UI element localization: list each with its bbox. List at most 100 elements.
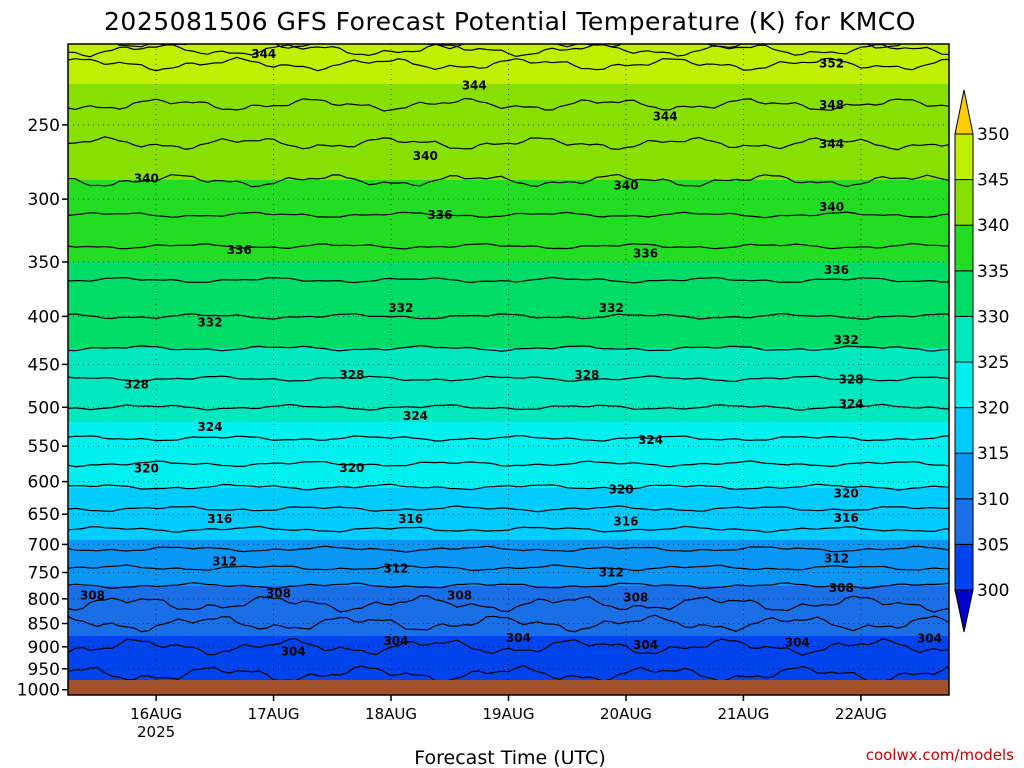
band-strip [68, 176, 949, 179]
band-strip [68, 522, 949, 525]
contour-label: 312 [599, 566, 624, 580]
band-strip [68, 580, 949, 583]
band-strip [68, 460, 949, 463]
band-strip [68, 260, 949, 263]
band-strip [68, 372, 949, 375]
colorbar-segment [954, 133, 974, 181]
colorbar-label: 340 [977, 216, 1009, 236]
band-strip [68, 476, 949, 479]
band-strip [68, 244, 949, 247]
credit-text[interactable]: coolwx.com/models [866, 746, 1014, 764]
band-strip [68, 482, 949, 485]
colorbar-label: 320 [977, 399, 1009, 419]
contour-line [68, 344, 949, 352]
band-strip [68, 110, 949, 113]
band-strip [68, 160, 949, 163]
contour-label: 324 [839, 397, 864, 411]
band-strip [68, 350, 949, 353]
band-strip [68, 662, 949, 665]
contour-label: 316 [207, 512, 232, 526]
band-strip [68, 584, 949, 587]
band-strip [68, 612, 949, 615]
band-strip [68, 654, 949, 657]
x-tick-label: 22AUG [835, 705, 887, 723]
band-strip [68, 666, 949, 669]
contour-label: 316 [398, 512, 423, 526]
band-strip [68, 472, 949, 475]
band-strip [68, 422, 949, 425]
contour-label: 348 [819, 98, 844, 112]
band-strip [68, 544, 949, 547]
band-strip [68, 576, 949, 579]
band-strip [68, 56, 949, 59]
band-strip [68, 642, 949, 645]
band-strip [68, 54, 949, 57]
band-strip [68, 462, 949, 465]
contour-labels: 352 348 344 344 344 344 340 340 340 340 336 336 336 3… [80, 47, 942, 658]
colorbar-label: 300 [977, 581, 1009, 601]
band-strip [68, 336, 949, 339]
contour-label: 336 [227, 243, 252, 257]
band-strip [68, 386, 949, 389]
contour-label: 308 [829, 581, 854, 595]
band-strip [68, 140, 949, 143]
band-strip [68, 420, 949, 423]
band-strip [68, 504, 949, 507]
colorbar-label: 335 [977, 262, 1009, 282]
band-strip [68, 66, 949, 69]
contour-label: 336 [427, 208, 452, 222]
contour-line [68, 211, 949, 219]
band-strip [68, 404, 949, 407]
contour-label: 344 [462, 79, 487, 93]
contour-label: 312 [383, 562, 408, 576]
band-strip [68, 134, 949, 137]
band-strip [68, 290, 949, 293]
contour-label: 320 [134, 461, 159, 475]
band-strip [68, 216, 949, 219]
band-strip [68, 146, 949, 149]
contour-label: 332 [388, 301, 413, 315]
band-strip [68, 514, 949, 517]
band-strip [68, 220, 949, 223]
band-strip [68, 426, 949, 429]
band-strip [68, 356, 949, 359]
band-strip [68, 170, 949, 173]
contour-line [68, 505, 949, 513]
colorbar-segment [954, 543, 974, 591]
band-strip [68, 512, 949, 515]
y-tick-label: 450 [28, 355, 60, 375]
band-strip [68, 126, 949, 129]
band-strip [68, 120, 949, 123]
band-strip [68, 226, 949, 229]
band-strip [68, 464, 949, 467]
band-strip [68, 294, 949, 297]
band-strip [68, 212, 949, 215]
contour-line [68, 525, 949, 533]
band-strip [68, 132, 949, 135]
band-strip [68, 532, 949, 535]
band-strip [68, 322, 949, 325]
contour-label: 340 [134, 171, 159, 185]
band-strip [68, 502, 949, 505]
ground-strip [68, 680, 949, 695]
colorbar-segment [954, 224, 974, 272]
contour-line [68, 594, 949, 613]
contour-lines [68, 44, 949, 684]
band-strip [68, 256, 949, 259]
band-strip [68, 250, 949, 253]
band-strip [68, 632, 949, 635]
band-strip [68, 590, 949, 593]
band-strip [68, 80, 949, 83]
band-strip [68, 392, 949, 395]
band-strip [68, 672, 949, 675]
band-strip [68, 310, 949, 313]
band-strip [68, 656, 949, 659]
band-strip [68, 236, 949, 239]
contour-label: 340 [819, 200, 844, 214]
band-strip [68, 402, 949, 405]
band-strip [68, 130, 949, 133]
colorbar-label: 310 [977, 490, 1009, 510]
y-tick-label: 600 [28, 473, 60, 493]
band-strip [68, 536, 949, 539]
